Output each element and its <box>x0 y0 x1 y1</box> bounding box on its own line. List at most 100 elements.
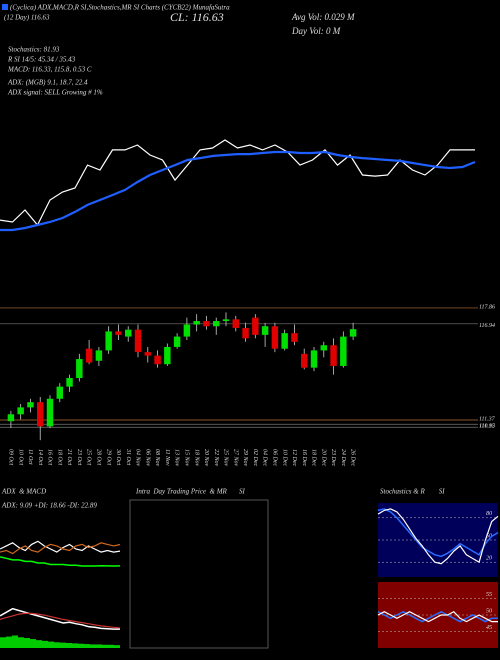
candle-body <box>105 331 112 351</box>
histogram-bar <box>96 644 102 648</box>
candle-body <box>164 346 171 365</box>
y-tick-label: 111.12 <box>479 424 495 430</box>
x-tick-label: 25 Nov <box>223 449 229 467</box>
histogram-bar <box>78 643 84 648</box>
histogram-bar <box>54 642 60 648</box>
x-tick-label: 10 Oct <box>17 449 23 465</box>
candle-body <box>281 333 288 349</box>
candle-body <box>17 407 24 415</box>
panel-title: Stochastics & R SI <box>380 488 445 496</box>
y-tick-label: 20 <box>486 556 492 562</box>
x-tick-label: 26 Dec <box>350 449 356 466</box>
rsi-text: R SI 14/5: 45.34 / 35.43 <box>7 56 76 64</box>
candle-body <box>340 336 347 366</box>
legend-swatch <box>2 4 8 10</box>
x-tick-label: 04 Nov <box>135 449 142 467</box>
candle-body <box>134 329 142 353</box>
x-tick-label: 11 Oct <box>27 449 33 465</box>
candle-body <box>212 321 220 327</box>
candle-body <box>124 329 132 337</box>
x-tick-label: 13 Nov <box>174 449 180 467</box>
x-tick-label: 30 Oct <box>115 448 121 465</box>
x-tick-label: 29 Nov <box>242 449 248 467</box>
series-line <box>377 508 499 558</box>
x-tick-label: 20 Nov <box>203 449 209 467</box>
candle-body <box>300 353 308 368</box>
candle-body <box>271 326 279 349</box>
series-line <box>0 612 121 629</box>
x-tick-label: 11 Nov <box>164 449 170 466</box>
candle-body <box>66 378 73 387</box>
candle-body <box>242 327 249 339</box>
candle-body <box>115 331 122 335</box>
candle-body <box>76 359 83 379</box>
x-tick-label: 14 Oct <box>37 449 44 465</box>
adx-text: ADX: (MGB) 9.1, 18.7, 22.4 <box>7 79 88 87</box>
x-tick-label: 20 Dec <box>320 449 326 466</box>
x-tick-label: 18 Nov <box>193 449 199 467</box>
histogram-bar <box>66 643 72 648</box>
x-tick-label: 22 Nov <box>213 449 219 467</box>
x-tick-label: 16 Oct <box>47 449 53 465</box>
y-tick-label: 117.86 <box>479 304 495 310</box>
candle-body <box>310 350 318 368</box>
y-tick-label: 50 <box>486 533 492 539</box>
candle-body <box>56 386 64 399</box>
macd-text: MACD: 116.33, 115.8, 0.53 C <box>7 66 92 74</box>
y-tick-label: 80 <box>486 511 492 517</box>
candle-body <box>232 319 240 328</box>
histogram-bar <box>84 644 90 648</box>
histogram-bar <box>102 644 108 648</box>
x-tick-label: 06 Nov <box>144 449 150 467</box>
histogram-bar <box>90 644 96 648</box>
intraday-frame <box>129 499 269 649</box>
histogram-bar <box>42 640 48 648</box>
panel-title: ADX & MACD <box>1 488 46 496</box>
y-tick-label: 45 <box>486 624 492 631</box>
period: (12 Day) 116.63 <box>4 14 50 22</box>
histogram-bar <box>36 640 42 648</box>
x-tick-label: 09 Oct <box>8 449 14 465</box>
candle-body <box>291 333 298 342</box>
candle-body <box>27 402 34 408</box>
x-tick-label: 25 Oct <box>86 449 92 465</box>
candle-body <box>252 317 259 335</box>
candle-body <box>173 336 181 347</box>
y-tick-label: 55 <box>486 592 492 598</box>
histogram-bar <box>6 636 12 648</box>
x-tick-label: 04 Dec <box>262 449 269 466</box>
day-vol: Day Vol: 0 M <box>291 26 341 36</box>
histogram-bar <box>12 635 18 648</box>
y-tick-label: 116.94 <box>479 322 495 329</box>
close-label: CL: 116.63 <box>170 10 224 24</box>
x-tick-label: 24 Dec <box>340 449 347 466</box>
candle-body <box>95 350 103 361</box>
x-tick-label: 23 Dec <box>330 449 336 466</box>
y-tick-label: 111.37 <box>479 416 496 422</box>
candle-body <box>320 345 328 351</box>
x-tick-label: 10 Dec <box>281 449 287 466</box>
candle-body <box>330 345 337 366</box>
x-tick-label: 18 Dec <box>311 449 317 466</box>
x-tick-label: 06 Dec <box>272 449 278 466</box>
x-tick-label: 27 Nov <box>232 449 238 467</box>
avg-vol: Avg Vol: 0.029 M <box>291 12 355 22</box>
histogram-bar <box>114 645 120 648</box>
series-line <box>0 556 121 567</box>
candle-body <box>203 321 210 327</box>
series-line <box>377 610 498 623</box>
candle-body <box>144 352 152 356</box>
x-tick-label: 23 Oct <box>76 449 82 465</box>
histogram-bar <box>24 638 30 648</box>
stoch-text: Stochastics: 81.93 <box>8 46 60 54</box>
histogram-bar <box>0 637 6 648</box>
candle-body <box>36 402 44 427</box>
series-line <box>0 542 121 555</box>
candle-body <box>183 324 191 337</box>
x-tick-label: 02 Dec <box>252 449 258 466</box>
candle-body <box>46 398 54 427</box>
series-line <box>0 150 476 232</box>
histogram-bar <box>60 642 66 648</box>
